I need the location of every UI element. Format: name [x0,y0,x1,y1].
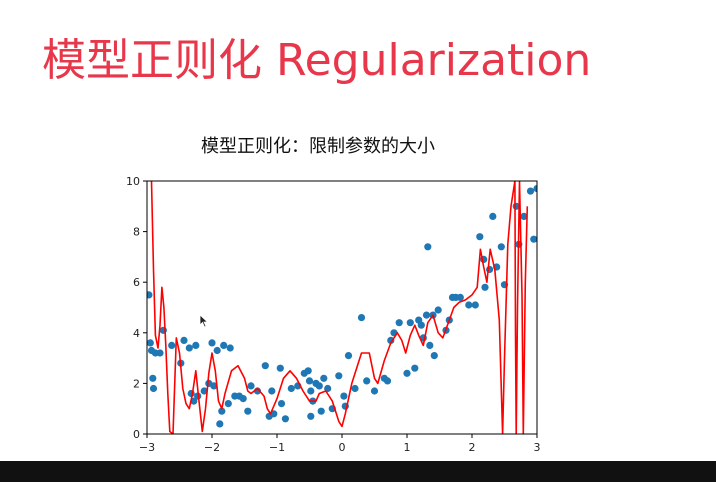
data-point [226,344,234,352]
data-point [307,412,315,420]
data-point [363,377,371,385]
x-tick-label: 2 [469,441,476,454]
data-point [315,382,323,390]
data-point [340,392,348,400]
plot-area [147,181,537,434]
bottom-bar [0,461,716,482]
x-tick-label: −3 [139,441,155,454]
data-point [247,382,255,390]
data-point [406,319,414,327]
data-point [489,212,497,220]
data-point [456,293,464,301]
data-point [268,387,276,395]
data-point [156,349,164,357]
data-point [335,372,343,380]
data-point [281,415,289,423]
data-point [465,301,473,309]
data-point [224,400,232,408]
x-tick-label: 3 [534,441,541,454]
data-point [304,367,312,375]
data-point [147,339,154,347]
data-point [434,306,442,314]
x-tick-label: 1 [404,441,411,454]
data-point [357,314,366,322]
data-point [244,407,252,415]
data-point [208,339,216,347]
data-point [168,341,176,349]
y-tick-label: 0 [133,428,140,441]
data-point [403,369,411,377]
fitted-curve [150,181,529,434]
x-tick-label: −1 [269,441,285,454]
data-point [344,352,353,360]
data-point [430,352,438,360]
data-point [276,364,284,372]
chart-title: 模型正则化：限制参数的大小 [201,136,435,157]
data-point [200,387,208,395]
data-point [277,400,286,408]
data-point [305,377,314,385]
slide-title: 模型正则化 Regularization [42,35,592,86]
data-point [526,187,535,195]
y-tick-label: 2 [133,377,140,390]
data-point [497,243,505,251]
data-point [395,319,403,327]
data-point [216,420,224,428]
data-point [185,344,193,352]
data-point [481,283,489,291]
data-point [307,387,315,395]
data-point [387,336,395,344]
x-axis: −3 −2 −1 0 1 2 3 [139,434,541,454]
data-point [218,407,226,415]
y-tick-label: 4 [133,327,140,340]
mouse-pointer-icon [199,313,209,332]
data-point [422,311,431,319]
data-point [149,374,157,382]
data-point [210,382,218,390]
x-tick-label: 0 [339,441,346,454]
data-point [239,395,247,403]
data-point [261,362,269,370]
data-point [471,301,479,309]
data-point [417,321,425,329]
data-point [320,374,328,382]
data-point [213,346,221,355]
fitted-curve-layer [150,181,529,434]
y-tick-label: 6 [133,276,140,289]
data-point [476,233,484,241]
data-point [317,407,325,415]
data-point [370,387,379,395]
data-point [192,341,200,349]
data-point [287,384,295,393]
data-point [180,336,188,344]
data-point [426,341,434,349]
data-point [530,235,537,243]
data-point [520,212,528,220]
y-tick-label: 8 [133,226,140,239]
data-point [383,377,392,385]
data-point [351,384,359,393]
y-tick-label: 10 [126,175,140,188]
data-point [533,185,537,193]
data-point [149,384,158,393]
data-point [220,341,228,349]
data-point [411,364,419,372]
y-axis: 0 2 4 6 8 10 [126,175,147,441]
x-tick-label: −2 [204,441,220,454]
data-point [147,291,153,299]
data-point [486,265,494,274]
data-point [424,243,432,251]
